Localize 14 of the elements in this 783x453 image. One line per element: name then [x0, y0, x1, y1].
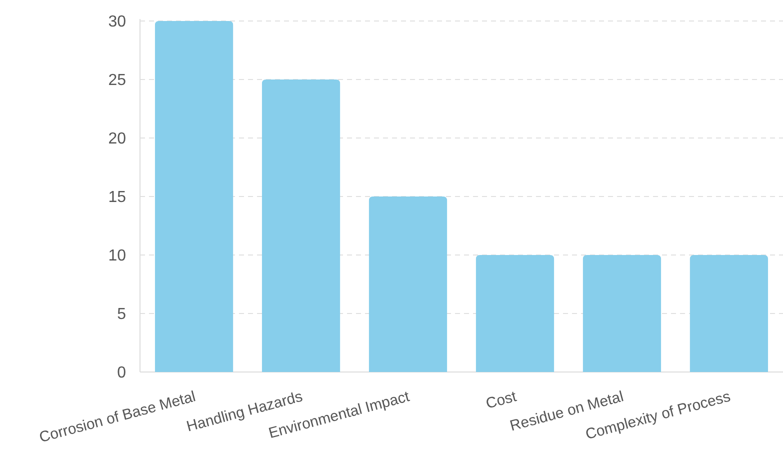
bar [476, 255, 554, 372]
bar [690, 255, 768, 372]
x-tick-label: Cost [484, 388, 520, 413]
y-tick-label: 25 [108, 72, 126, 90]
y-tick-label: 20 [108, 130, 126, 148]
bar [154, 21, 234, 372]
y-tick-label: 0 [117, 364, 126, 382]
y-tick-label: 5 [117, 306, 126, 324]
y-tick-label: 30 [108, 14, 126, 31]
bar [582, 255, 662, 372]
bar [368, 196, 448, 372]
bar [262, 80, 340, 372]
y-tick-label: 10 [108, 248, 126, 265]
y-tick-label: 15 [108, 189, 126, 206]
